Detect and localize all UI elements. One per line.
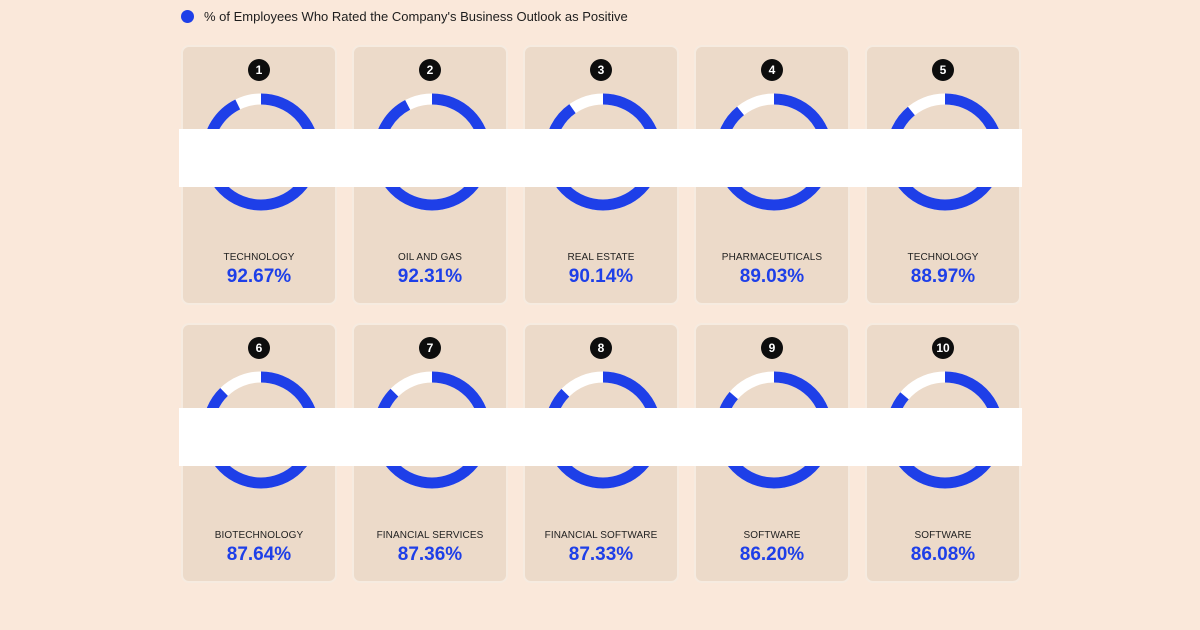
legend: % of Employees Who Rated the Company's B… [181,9,628,24]
rank-badge: 7 [419,337,441,359]
legend-swatch [181,10,194,23]
card-label-block: BIOTECHNOLOGY 87.64% [183,519,335,577]
rank-badge: 10 [932,337,954,359]
rank-badge: 3 [590,59,612,81]
card-label-block: SOFTWARE 86.20% [696,519,848,577]
redaction-bar [179,408,1022,466]
percentage-value: 90.14% [568,266,634,287]
percentage-value: 88.97% [910,266,976,287]
percentage-value: 87.33% [568,544,634,565]
industry-label: FINANCIAL SOFTWARE [544,530,658,541]
card-label-block: FINANCIAL SOFTWARE 87.33% [525,519,677,577]
percentage-value: 92.67% [226,266,292,287]
rank-badge: 9 [761,337,783,359]
industry-label: TECHNOLOGY [223,252,295,263]
industry-label: REAL ESTATE [567,252,635,263]
industry-label: BIOTECHNOLOGY [214,530,304,541]
percentage-value: 89.03% [739,266,805,287]
card-label-block: TECHNOLOGY 92.67% [183,241,335,299]
legend-label: % of Employees Who Rated the Company's B… [204,9,628,24]
percentage-value: 86.08% [910,544,976,565]
rank-badge: 5 [932,59,954,81]
card-label-block: OIL AND GAS 92.31% [354,241,506,299]
industry-label: FINANCIAL SERVICES [376,530,484,541]
rank-badge: 8 [590,337,612,359]
card-label-block: TECHNOLOGY 88.97% [867,241,1019,299]
rank-badge: 6 [248,337,270,359]
percentage-value: 86.20% [739,544,805,565]
rank-badge: 2 [419,59,441,81]
industry-label: PHARMACEUTICALS [721,252,823,263]
card-label-block: PHARMACEUTICALS 89.03% [696,241,848,299]
percentage-value: 87.64% [226,544,292,565]
rank-badge: 1 [248,59,270,81]
rank-badge: 4 [761,59,783,81]
industry-label: OIL AND GAS [397,252,463,263]
percentage-value: 87.36% [397,544,463,565]
card-label-block: REAL ESTATE 90.14% [525,241,677,299]
card-label-block: SOFTWARE 86.08% [867,519,1019,577]
redaction-bar [179,129,1022,187]
percentage-value: 92.31% [397,266,463,287]
industry-label: SOFTWARE [743,530,801,541]
industry-label: SOFTWARE [914,530,972,541]
card-label-block: FINANCIAL SERVICES 87.36% [354,519,506,577]
industry-label: TECHNOLOGY [907,252,979,263]
